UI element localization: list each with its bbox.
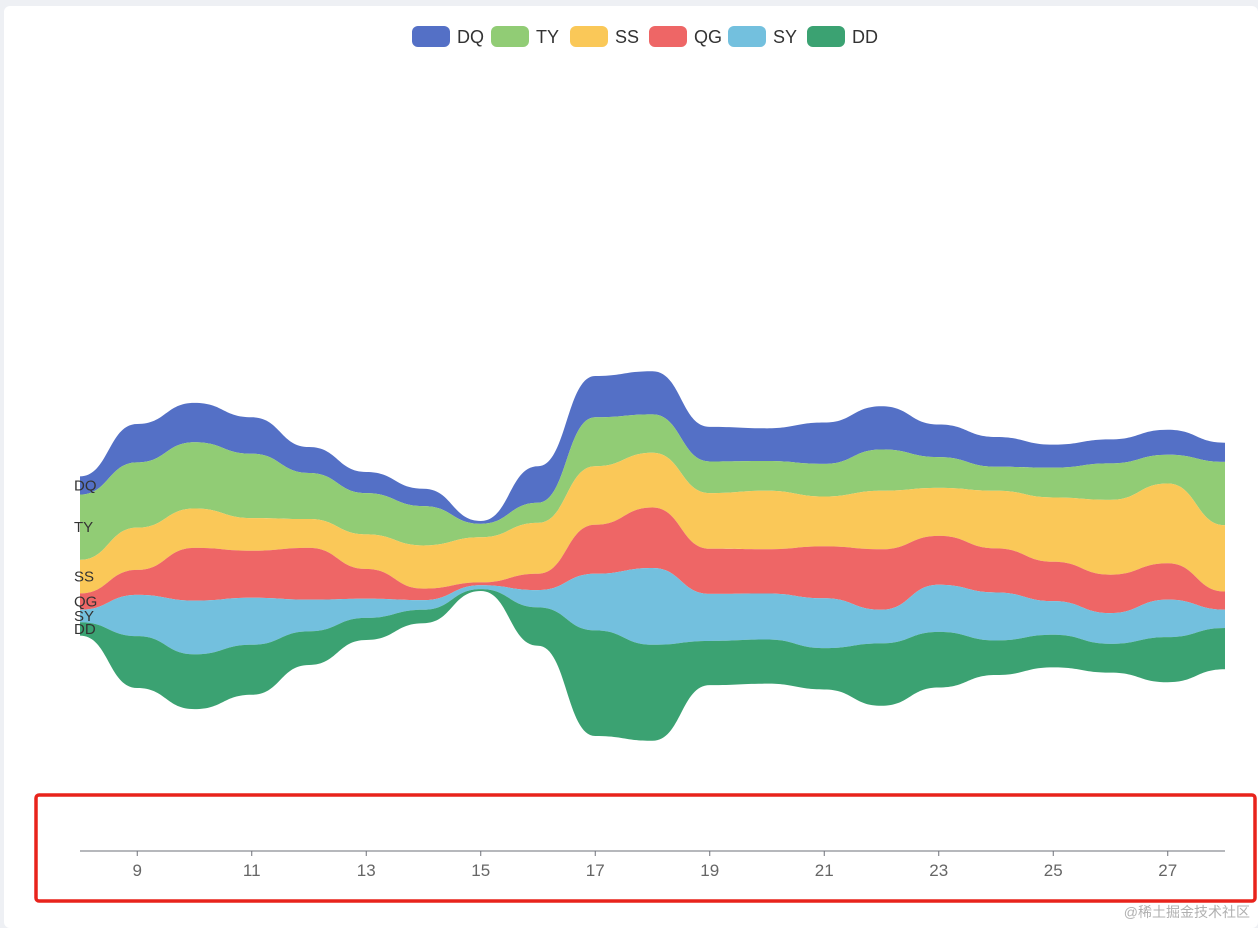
legend-item-ty[interactable]: TY bbox=[491, 26, 559, 47]
x-tick-label-13: 13 bbox=[357, 861, 376, 880]
x-tick-label-9: 9 bbox=[133, 861, 142, 880]
legend-label-dd: DD bbox=[852, 27, 878, 47]
legend-item-qg[interactable]: QG bbox=[649, 26, 722, 47]
x-tick-label-11: 11 bbox=[243, 861, 261, 880]
legend-swatch-sy bbox=[728, 26, 766, 47]
stream-layer-dd[interactable] bbox=[80, 589, 1225, 741]
legend-item-sy[interactable]: SY bbox=[728, 26, 797, 47]
stream-layers bbox=[80, 371, 1225, 741]
legend-item-dq[interactable]: DQ bbox=[412, 26, 484, 47]
legend-swatch-dq bbox=[412, 26, 450, 47]
legend-label-qg: QG bbox=[694, 27, 722, 47]
stream-layer-sy[interactable] bbox=[80, 568, 1225, 655]
x-axis: 9 11 13 15 17 19 21 23 25 27 bbox=[80, 850, 1225, 880]
legend-swatch-ss bbox=[570, 26, 608, 47]
stream-layer-dq[interactable] bbox=[80, 371, 1225, 524]
stream-layer-ty[interactable] bbox=[80, 414, 1225, 560]
legend[interactable]: DQ TY SS QG SY DD bbox=[412, 26, 878, 47]
series-label-qg: QG bbox=[74, 594, 97, 611]
legend-label-dq: DQ bbox=[457, 27, 484, 47]
legend-swatch-dd bbox=[807, 26, 845, 47]
legend-item-ss[interactable]: SS bbox=[570, 26, 639, 47]
watermark-text: @稀土掘金技术社区 bbox=[1124, 904, 1250, 920]
x-tick-label-23: 23 bbox=[929, 861, 948, 880]
x-tick-label-17: 17 bbox=[586, 861, 605, 880]
x-tick-label-21: 21 bbox=[815, 861, 834, 880]
legend-swatch-qg bbox=[649, 26, 687, 47]
x-tick-label-27: 27 bbox=[1158, 861, 1177, 880]
series-label-ty: TY bbox=[74, 519, 93, 536]
legend-swatch-ty bbox=[491, 26, 529, 47]
x-axis-highlight-box bbox=[34, 793, 1257, 903]
x-tick-label-19: 19 bbox=[700, 861, 719, 880]
series-label-sy: SY bbox=[74, 608, 94, 625]
x-tick-label-15: 15 bbox=[471, 861, 490, 880]
legend-item-dd[interactable]: DD bbox=[807, 26, 878, 47]
legend-label-ss: SS bbox=[615, 27, 639, 47]
legend-label-sy: SY bbox=[773, 27, 797, 47]
x-tick-label-25: 25 bbox=[1044, 861, 1063, 880]
series-label-ss: SS bbox=[74, 569, 94, 586]
stream-layer-ss[interactable] bbox=[80, 452, 1225, 594]
series-label-dq: DQ bbox=[74, 477, 97, 494]
stream-layer-qg[interactable] bbox=[80, 507, 1225, 614]
series-label-dd: DD bbox=[74, 621, 96, 638]
legend-label-ty: TY bbox=[536, 27, 559, 47]
